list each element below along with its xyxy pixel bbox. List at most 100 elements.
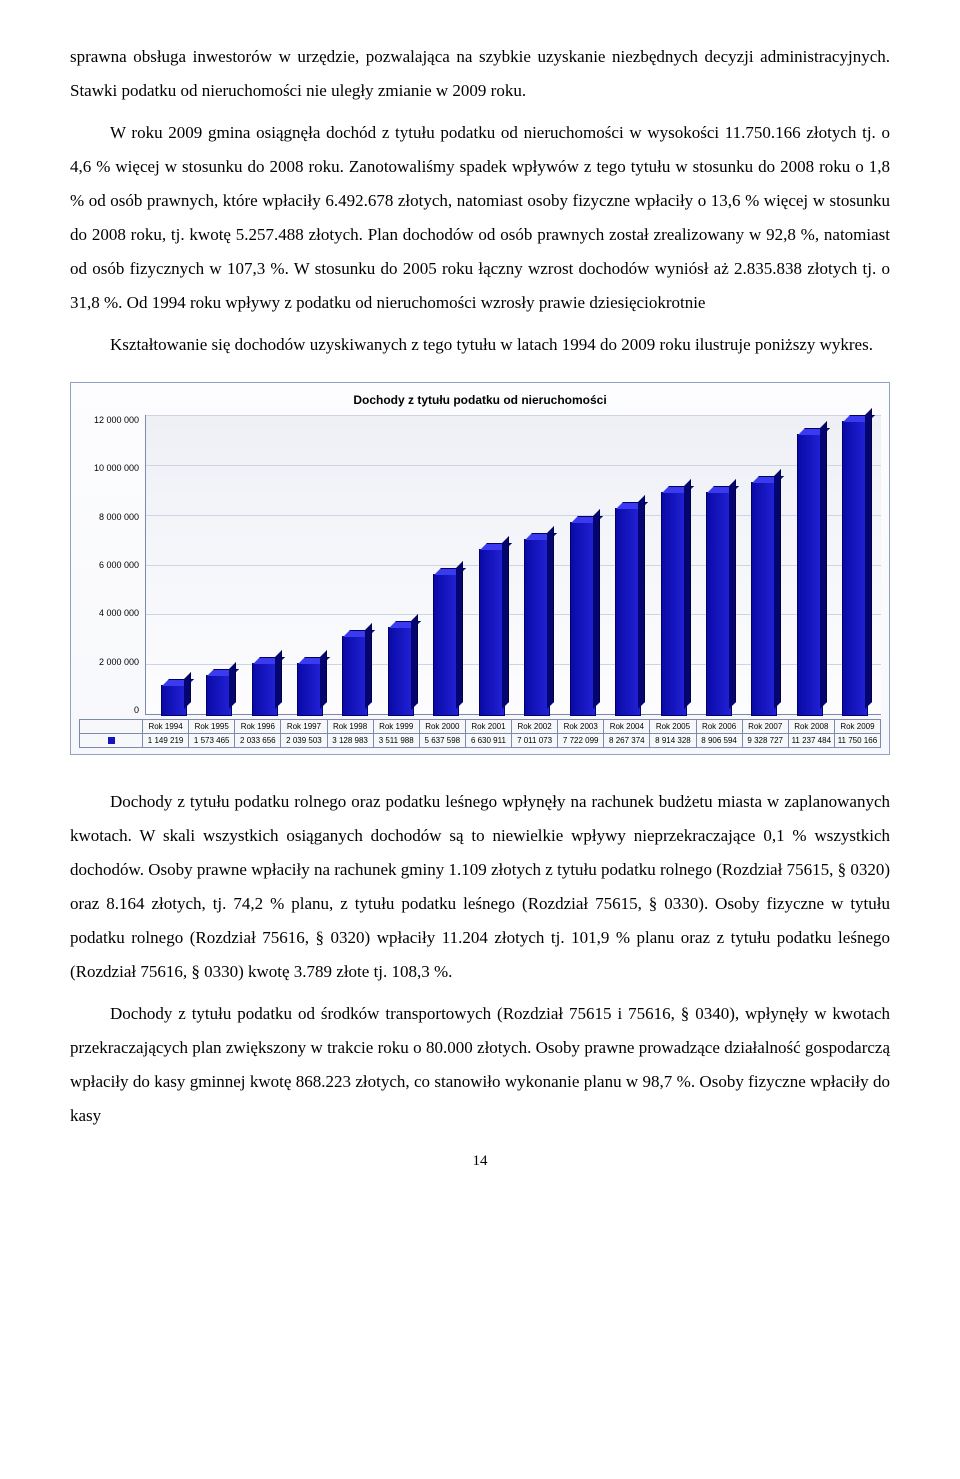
chart-area: 12 000 00010 000 0008 000 0006 000 0004 … [79,415,881,715]
bar [751,482,775,714]
paragraph-1: sprawna obsługa inwestorów w urzędzie, p… [70,40,890,108]
bar [206,675,230,714]
document-page: sprawna obsługa inwestorów w urzędzie, p… [0,0,960,1200]
value-cell: 5 637 598 [419,734,465,748]
bar-side [865,408,872,709]
y-axis: 12 000 00010 000 0008 000 0006 000 0004 … [79,415,145,715]
value-row: 1 149 2191 573 4652 033 6562 039 5033 12… [80,734,881,748]
bar-side [275,650,282,709]
bar [252,663,276,714]
category-lead-cell [80,720,143,734]
bar-front [479,549,505,716]
bar-side [547,526,554,709]
y-tick-label: 8 000 000 [99,512,139,522]
value-cell: 3 511 988 [373,734,419,748]
bar-side [638,495,645,709]
paragraph-4: Dochody z tytułu podatku rolnego oraz po… [70,785,890,989]
bar-side [320,650,327,709]
bar [797,434,821,714]
category-cell: Rok 1996 [235,720,281,734]
bar [161,685,185,714]
paragraph-3: Kształtowanie się dochodów uzyskiwanych … [70,328,890,362]
bar [297,663,321,714]
value-cell: 6 630 911 [465,734,511,748]
bar-slot [377,415,422,714]
bar [842,421,866,714]
category-cell: Rok 2001 [465,720,511,734]
value-cell: 8 914 328 [650,734,696,748]
y-tick-label: 12 000 000 [94,415,139,425]
value-cell: 1 573 465 [189,734,235,748]
value-cell: 11 237 484 [788,734,834,748]
bar-slot [650,415,695,714]
bar-slot [332,415,377,714]
bar-slot [241,415,286,714]
bar-side [365,623,372,709]
bar [342,636,366,714]
bar [706,492,730,714]
value-cell: 7 011 073 [512,734,558,748]
chart-data-table: Rok 1994Rok 1995Rok 1996Rok 1997Rok 1998… [79,719,881,748]
bar-side [729,479,736,709]
bar-slot [286,415,331,714]
bar [524,539,548,714]
bar-slot [832,415,877,714]
category-cell: Rok 2003 [558,720,604,734]
category-cell: Rok 2006 [696,720,742,734]
bar-slot [514,415,559,714]
bar-slot [559,415,604,714]
chart-bars [146,415,881,714]
value-cell: 8 267 374 [604,734,650,748]
page-number: 14 [70,1153,890,1170]
value-cell: 3 128 983 [327,734,373,748]
value-cell: 8 906 594 [696,734,742,748]
bar-slot [741,415,786,714]
bar [615,508,639,714]
bar-side [184,672,191,709]
bar-slot [695,415,740,714]
category-cell: Rok 2005 [650,720,696,734]
chart-title: Dochody z tytułu podatku od nieruchomośc… [79,393,881,407]
y-tick-label: 4 000 000 [99,608,139,618]
bar-side [411,614,418,710]
category-cell: Rok 2009 [834,720,880,734]
value-cell: 2 039 503 [281,734,327,748]
bar-slot [150,415,195,714]
bar-side [229,662,236,709]
bar-side [774,469,781,709]
category-row: Rok 1994Rok 1995Rok 1996Rok 1997Rok 1998… [80,720,881,734]
bar-slot [195,415,240,714]
paragraph-2: W roku 2009 gmina osiągnęła dochód z tyt… [70,116,890,320]
y-tick-label: 0 [134,705,139,715]
bar-side [820,421,827,709]
bar-side [684,479,691,709]
bar-slot [423,415,468,714]
bar-side [593,509,600,709]
y-tick-label: 2 000 000 [99,657,139,667]
bar-slot [604,415,649,714]
bar-slot [786,415,831,714]
bar-front [797,434,823,716]
bar [433,574,457,714]
value-cell: 11 750 166 [834,734,880,748]
category-cell: Rok 1997 [281,720,327,734]
category-cell: Rok 1994 [143,720,189,734]
bar-side [502,536,509,709]
bar-front [252,663,278,716]
legend-cell [80,734,143,748]
y-tick-label: 6 000 000 [99,560,139,570]
category-cell: Rok 2008 [788,720,834,734]
bar-front [661,492,687,716]
paragraph-5: Dochody z tytułu podatku od środków tran… [70,997,890,1133]
category-cell: Rok 1999 [373,720,419,734]
category-cell: Rok 2007 [742,720,788,734]
category-cell: Rok 1998 [327,720,373,734]
bar-front [570,522,596,716]
category-cell: Rok 2004 [604,720,650,734]
value-cell: 2 033 656 [235,734,281,748]
bar [570,522,594,714]
value-cell: 7 722 099 [558,734,604,748]
bar-slot [468,415,513,714]
value-cell: 9 328 727 [742,734,788,748]
bar-front [161,685,187,716]
